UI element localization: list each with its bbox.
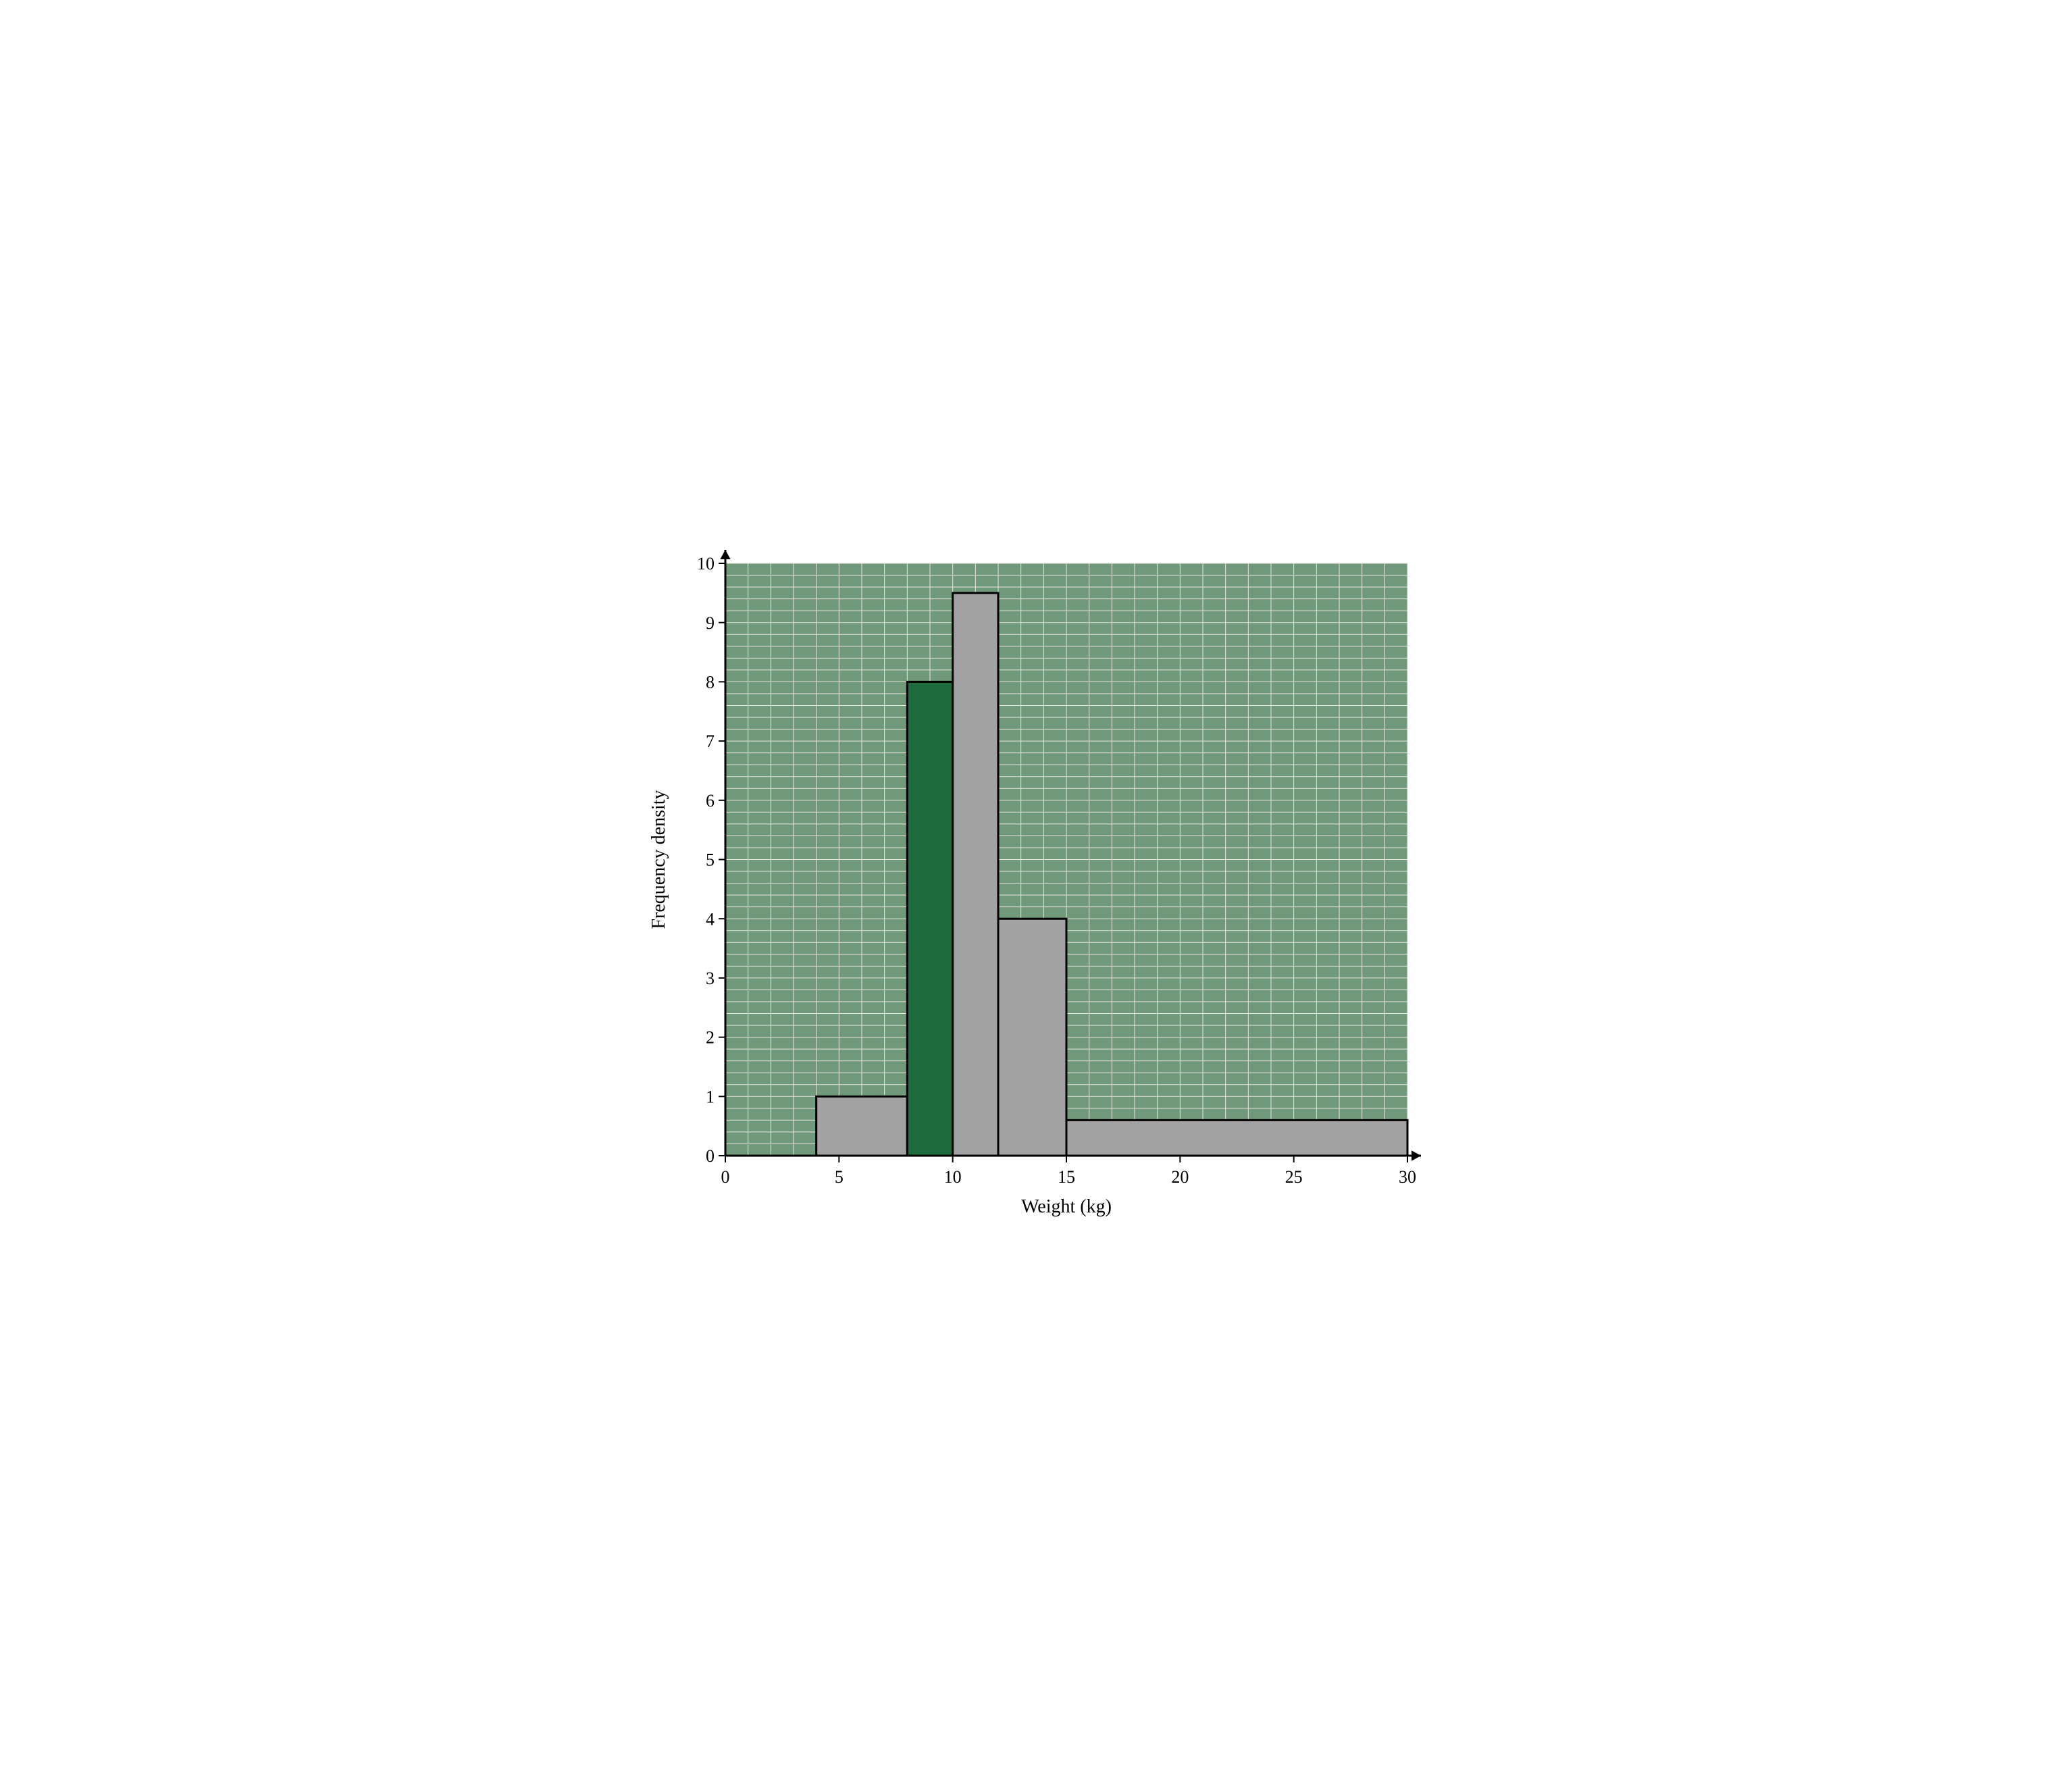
x-tick-label: 25	[1285, 1167, 1303, 1187]
histogram-bar	[907, 682, 952, 1156]
y-tick-label: 6	[706, 790, 715, 810]
y-tick-label: 2	[706, 1027, 715, 1047]
y-axis-label: Frequency density	[648, 790, 669, 929]
y-tick-label: 4	[706, 909, 715, 929]
histogram-bar	[998, 919, 1066, 1156]
y-tick-label: 0	[706, 1146, 715, 1166]
x-tick-label: 0	[721, 1167, 730, 1187]
histogram-chart: 0 5 10 15 20 25 30 0 1 2 3 4 5 6 7 8 9 10 Weight (kg) Frequ…	[638, 543, 1434, 1227]
x-tick-label: 5	[835, 1167, 844, 1187]
x-axis-label: Weight (kg)	[1021, 1196, 1112, 1217]
x-tick-label: 15	[1058, 1167, 1075, 1187]
chart-svg: 0 5 10 15 20 25 30 0 1 2 3 4 5 6 7 8 9 10 Weight (kg) Frequ…	[638, 543, 1434, 1223]
y-tick-label: 3	[706, 969, 715, 988]
histogram-bar	[953, 592, 998, 1155]
x-tick-label: 10	[944, 1167, 962, 1187]
x-tick-label: 30	[1399, 1167, 1416, 1187]
y-tick-label: 1	[706, 1087, 715, 1106]
y-tick-label: 9	[706, 613, 715, 632]
y-tick-label: 10	[697, 554, 715, 573]
histogram-bar	[817, 1096, 908, 1156]
y-tick-label: 5	[706, 850, 715, 869]
histogram-bar	[1066, 1120, 1407, 1156]
x-tick-label: 20	[1171, 1167, 1189, 1187]
y-tick-label: 7	[706, 732, 715, 751]
y-tick-label: 8	[706, 672, 715, 692]
